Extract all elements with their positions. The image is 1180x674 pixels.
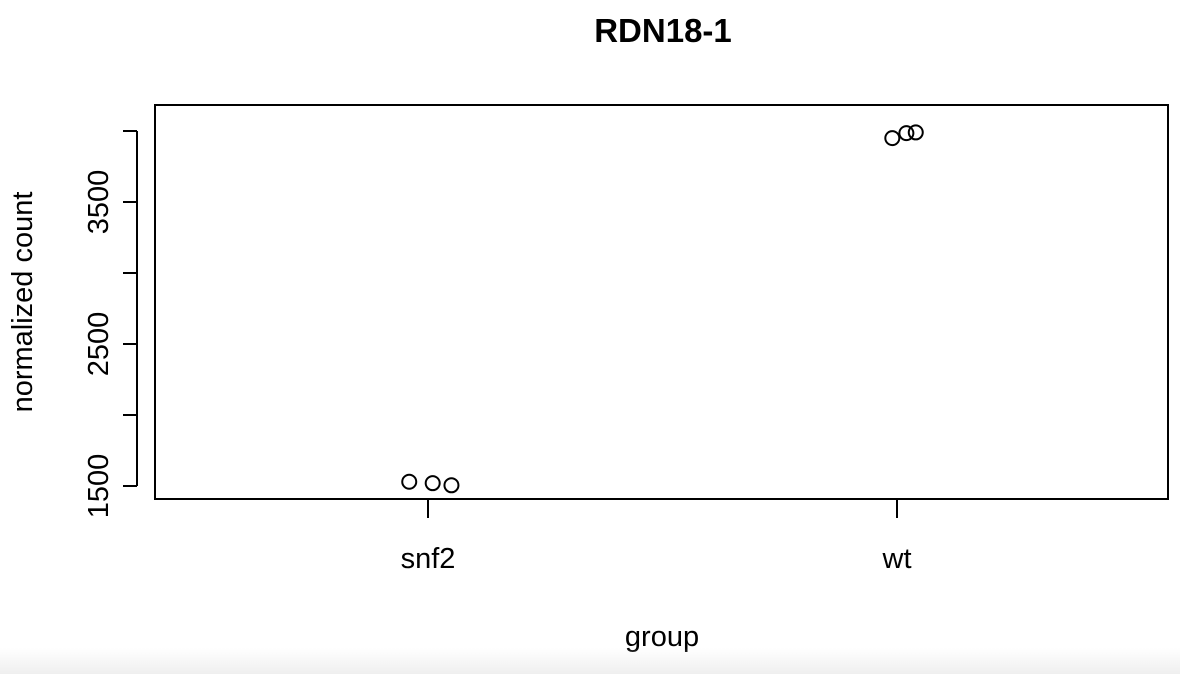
x-axis: snf2 wt <box>401 498 912 575</box>
plot-area-border <box>154 104 1169 500</box>
x-tick-label-snf2: snf2 <box>401 543 456 575</box>
y-tick-label: 2500 <box>83 312 115 377</box>
bottom-fade <box>0 648 1180 674</box>
y-tick-label: 1500 <box>83 454 115 519</box>
y-axis-label: normalized count <box>7 192 39 413</box>
data-point-snf2-0 <box>401 473 418 490</box>
data-point-wt-3 <box>884 130 901 147</box>
x-tick-label-wt: wt <box>882 543 912 575</box>
y-axis: 1500 2500 3500 <box>83 130 138 519</box>
data-point-snf2-2 <box>443 477 460 494</box>
data-point-wt-4 <box>898 125 915 142</box>
x-axis-label: group <box>625 621 699 653</box>
chart-title: RDN18-1 <box>594 12 732 49</box>
data-point-snf2-1 <box>424 475 441 492</box>
y-tick-label: 3500 <box>83 170 115 235</box>
data-point-wt-5 <box>907 124 924 141</box>
data-points <box>401 124 924 494</box>
